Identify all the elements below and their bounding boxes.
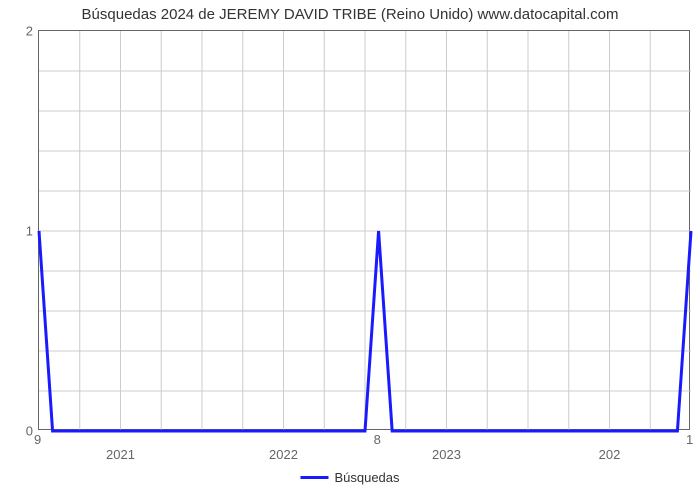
- corner-label-left: 9: [34, 432, 41, 447]
- y-tick-label: 0: [26, 424, 33, 439]
- x-tick-label: 2021: [106, 447, 135, 462]
- x-tick-label: 2022: [269, 447, 298, 462]
- x-tick-label: 202: [599, 447, 621, 462]
- legend: Búsquedas: [300, 470, 399, 485]
- data-series: [39, 31, 691, 431]
- chart-container: Búsquedas 2024 de JEREMY DAVID TRIBE (Re…: [0, 0, 700, 500]
- plot-area: 012202120222023202: [38, 30, 690, 430]
- corner-label-right: 1: [686, 432, 693, 447]
- x-tick-label: 2023: [432, 447, 461, 462]
- y-tick-label: 1: [26, 224, 33, 239]
- legend-label: Búsquedas: [334, 470, 399, 485]
- chart-title: Búsquedas 2024 de JEREMY DAVID TRIBE (Re…: [0, 6, 700, 23]
- legend-swatch: [300, 476, 328, 479]
- corner-label-mid: 8: [374, 432, 381, 447]
- y-tick-label: 2: [26, 24, 33, 39]
